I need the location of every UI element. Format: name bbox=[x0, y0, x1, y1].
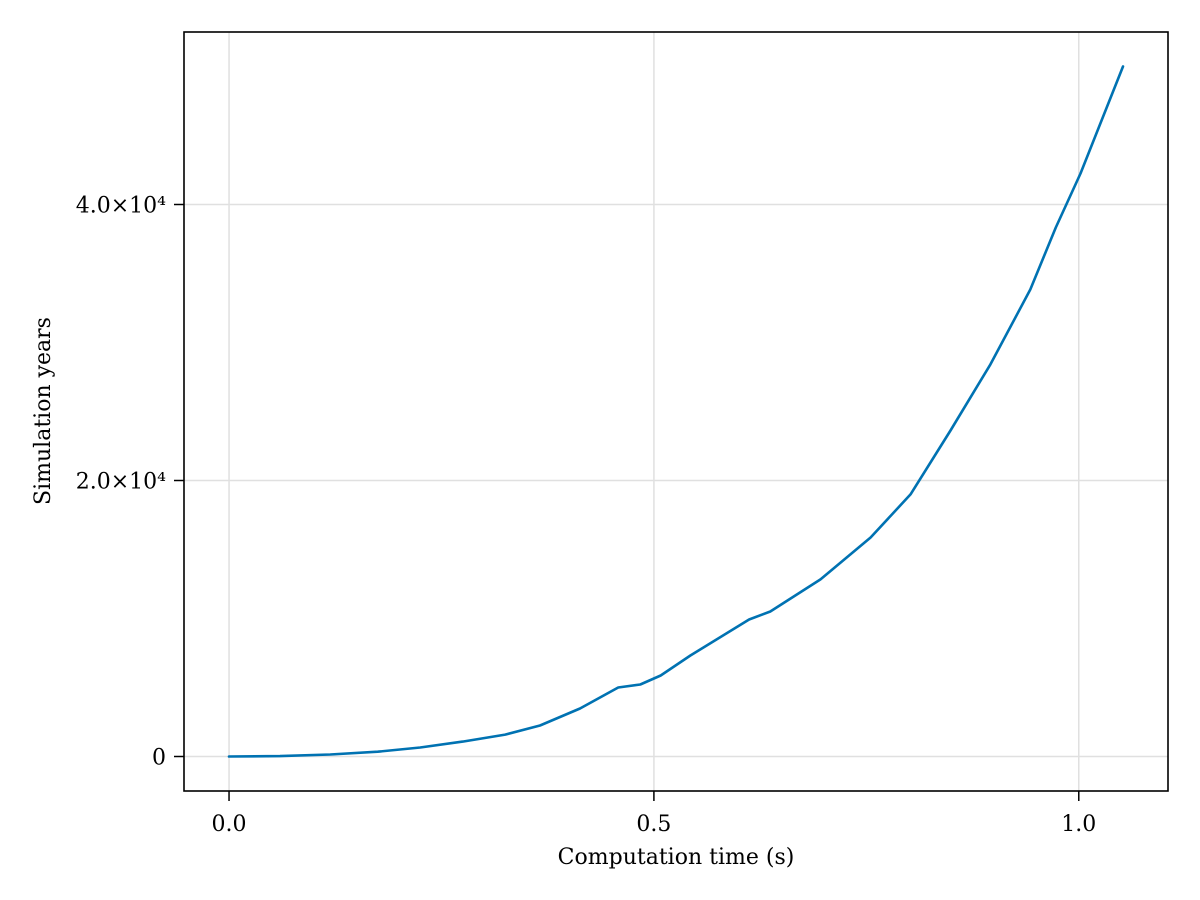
y-axis-label: Simulation years bbox=[31, 317, 56, 505]
y-axis-ticks: 0 2.0×10⁴ 4.0×10⁴ bbox=[76, 194, 184, 771]
x-tick-label: 1.0 bbox=[1061, 812, 1096, 837]
x-axis-ticks: 0.0 0.5 1.0 bbox=[212, 791, 1096, 837]
grid-lines bbox=[184, 32, 1168, 791]
y-tick-label: 0 bbox=[152, 746, 166, 771]
y-tick-label: 2.0×10⁴ bbox=[76, 470, 166, 495]
x-axis-label: Computation time (s) bbox=[558, 845, 795, 870]
series-line bbox=[227, 65, 1125, 758]
x-tick-label: 0.0 bbox=[212, 812, 247, 837]
y-tick-label: 4.0×10⁴ bbox=[76, 194, 166, 219]
plot-frame bbox=[183, 31, 1169, 792]
x-tick-label: 0.5 bbox=[636, 812, 671, 837]
